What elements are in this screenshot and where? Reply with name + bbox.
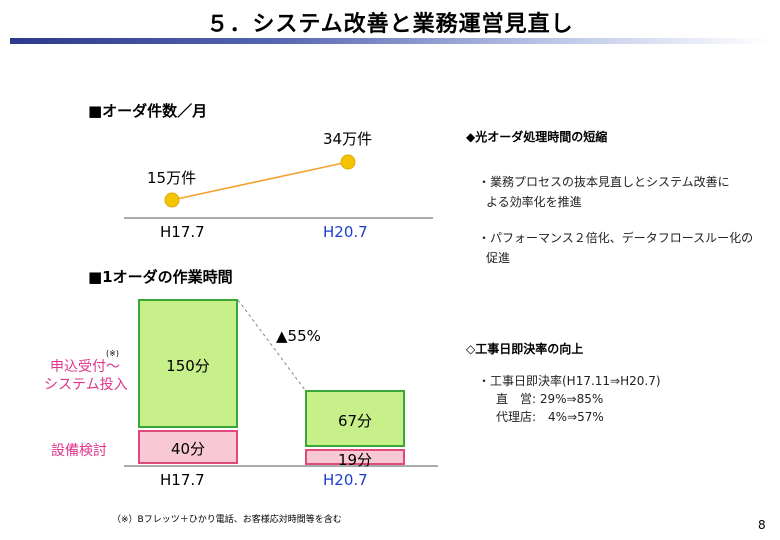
bar-h20-facility-check: 19分 (305, 449, 405, 469)
bar-h17-facility-check-label: 40分 (170, 440, 206, 458)
reduction-label: ▲55% (276, 327, 321, 345)
chart1-x-label-h17: H17.7 (160, 223, 205, 241)
title-underline (10, 38, 770, 44)
chart1-point-h17 (164, 192, 180, 208)
bar-h17-order-entry-label: 150分 (166, 357, 210, 375)
chart1-series-line (171, 161, 349, 201)
bar-h20-order-entry: 67分 (305, 390, 405, 447)
chart2-x-label-h17: H17.7 (160, 471, 205, 489)
chart2-x-label-h20: H20.7 (323, 471, 368, 489)
chart1-value-label-h20: 34万件 (323, 130, 373, 148)
legend-order-entry-line1: 申込受付～ (50, 359, 120, 375)
page-title: ５．システム改善と業務運営見直し (206, 12, 574, 37)
right-item-1: ・工事日即決率(H17.11⇒H20.7) (478, 374, 661, 388)
bar-h17-order-entry: 150分 (138, 299, 238, 428)
right-heading-1: ◆光オーダ処理時間の短縮 (466, 130, 608, 144)
right-bullet2-line1: ・パフォーマンス２倍化、データフロースルー化の (478, 231, 754, 245)
legend-facility-check: 設備検討 (51, 443, 107, 459)
legend-note-mark: (※) (106, 349, 119, 358)
bar-h17-facility-check: 40分 (138, 430, 238, 464)
right-item-2: 直 営: 29%⇒85% (496, 392, 604, 406)
chart1-heading: ■オーダ件数／月 (88, 102, 208, 120)
footnote: （※）Bフレッツ＋ひかり電話、お客様応対時間等を含む (112, 515, 342, 525)
bar-h20-order-entry-label: 67分 (337, 412, 373, 430)
right-heading-2: ◇工事日即決率の向上 (466, 342, 584, 356)
chart2-heading: ■1オーダの作業時間 (88, 268, 233, 286)
chart2-reduction-guide (237, 299, 306, 391)
right-bullet1-line1: ・業務プロセスの抜本見直しとシステム改善に (478, 175, 730, 189)
right-item-3: 代理店: 4%⇒57% (496, 410, 604, 424)
chart1-value-label-h17: 15万件 (147, 169, 197, 187)
page-number: 8 (758, 518, 766, 532)
chart1-point-h20 (340, 154, 356, 170)
right-bullet2-line2: 促進 (486, 251, 511, 265)
bar-h20-facility-check-label: 19分 (337, 451, 373, 469)
right-bullet1-line2: よる効率化を推進 (486, 195, 582, 209)
legend-order-entry-line2: システム投入 (44, 377, 128, 393)
chart1-x-label-h20: H20.7 (323, 223, 368, 241)
